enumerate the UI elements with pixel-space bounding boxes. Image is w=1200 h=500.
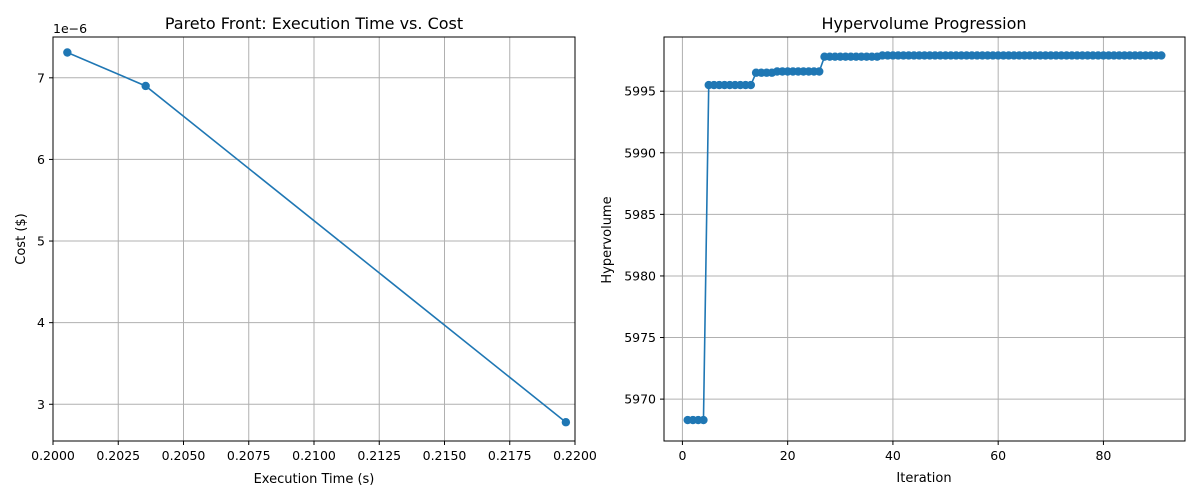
y-tick-label: 4 [37, 315, 45, 330]
x-tick-label: 0.2150 [423, 448, 467, 463]
x-tick-label: 0.2000 [31, 448, 75, 463]
y-tick-label: 7 [37, 70, 45, 85]
y-tick-label: 5995 [624, 84, 656, 99]
x-tick-label: 0.2025 [96, 448, 140, 463]
x-tick-label: 0.2075 [227, 448, 271, 463]
hypervolume-chart: Hypervolume Progression 0 20 40 60 80 5970 597… [600, 14, 1186, 486]
y-tick-label: 6 [37, 152, 45, 167]
series-line [67, 51, 567, 423]
chart-title: Hypervolume Progression [821, 14, 1026, 33]
data-point [561, 418, 571, 427]
x-tick-label: 60 [990, 448, 1006, 463]
x-tick-label: 0.2050 [162, 448, 206, 463]
x-tick-label: 0.2200 [553, 448, 597, 463]
chart-title: Pareto Front: Execution Time vs. Cost [165, 14, 463, 33]
data-point [699, 415, 708, 425]
y-axis-label: Cost ($) [14, 213, 29, 264]
y-offset-label: 1e−6 [53, 21, 87, 36]
x-axis-label: Iteration [896, 471, 951, 486]
y-axis-label: Hypervolume [600, 196, 615, 283]
x-tick-label: 80 [1095, 448, 1111, 463]
data-point [1157, 51, 1166, 60]
data-point [141, 81, 150, 91]
series-line [687, 54, 1162, 421]
x-tick-label: 0.2100 [292, 448, 336, 463]
y-tick-label: 3 [37, 397, 45, 412]
y-tick-label: 5975 [624, 330, 656, 345]
x-tick-label: 0.2175 [488, 448, 532, 463]
y-tick-label: 5985 [624, 207, 656, 222]
y-tick-label: 5970 [624, 392, 656, 407]
y-tick-label: 5980 [624, 268, 656, 283]
data-point [746, 80, 756, 90]
x-tick-label: 40 [885, 448, 901, 463]
y-tick-label: 5 [37, 234, 45, 249]
plot-frame [663, 36, 1186, 442]
pareto-front-chart: Pareto Front: Execution Time vs. Cost 0.… [14, 14, 597, 487]
data-point [815, 67, 824, 76]
data-point [63, 48, 72, 57]
x-tick-label: 0 [678, 448, 686, 463]
x-tick-label: 0.2125 [357, 448, 401, 463]
x-axis-label: Execution Time (s) [254, 472, 375, 487]
y-tick-label: 5990 [624, 145, 656, 160]
x-tick-label: 20 [780, 448, 796, 463]
